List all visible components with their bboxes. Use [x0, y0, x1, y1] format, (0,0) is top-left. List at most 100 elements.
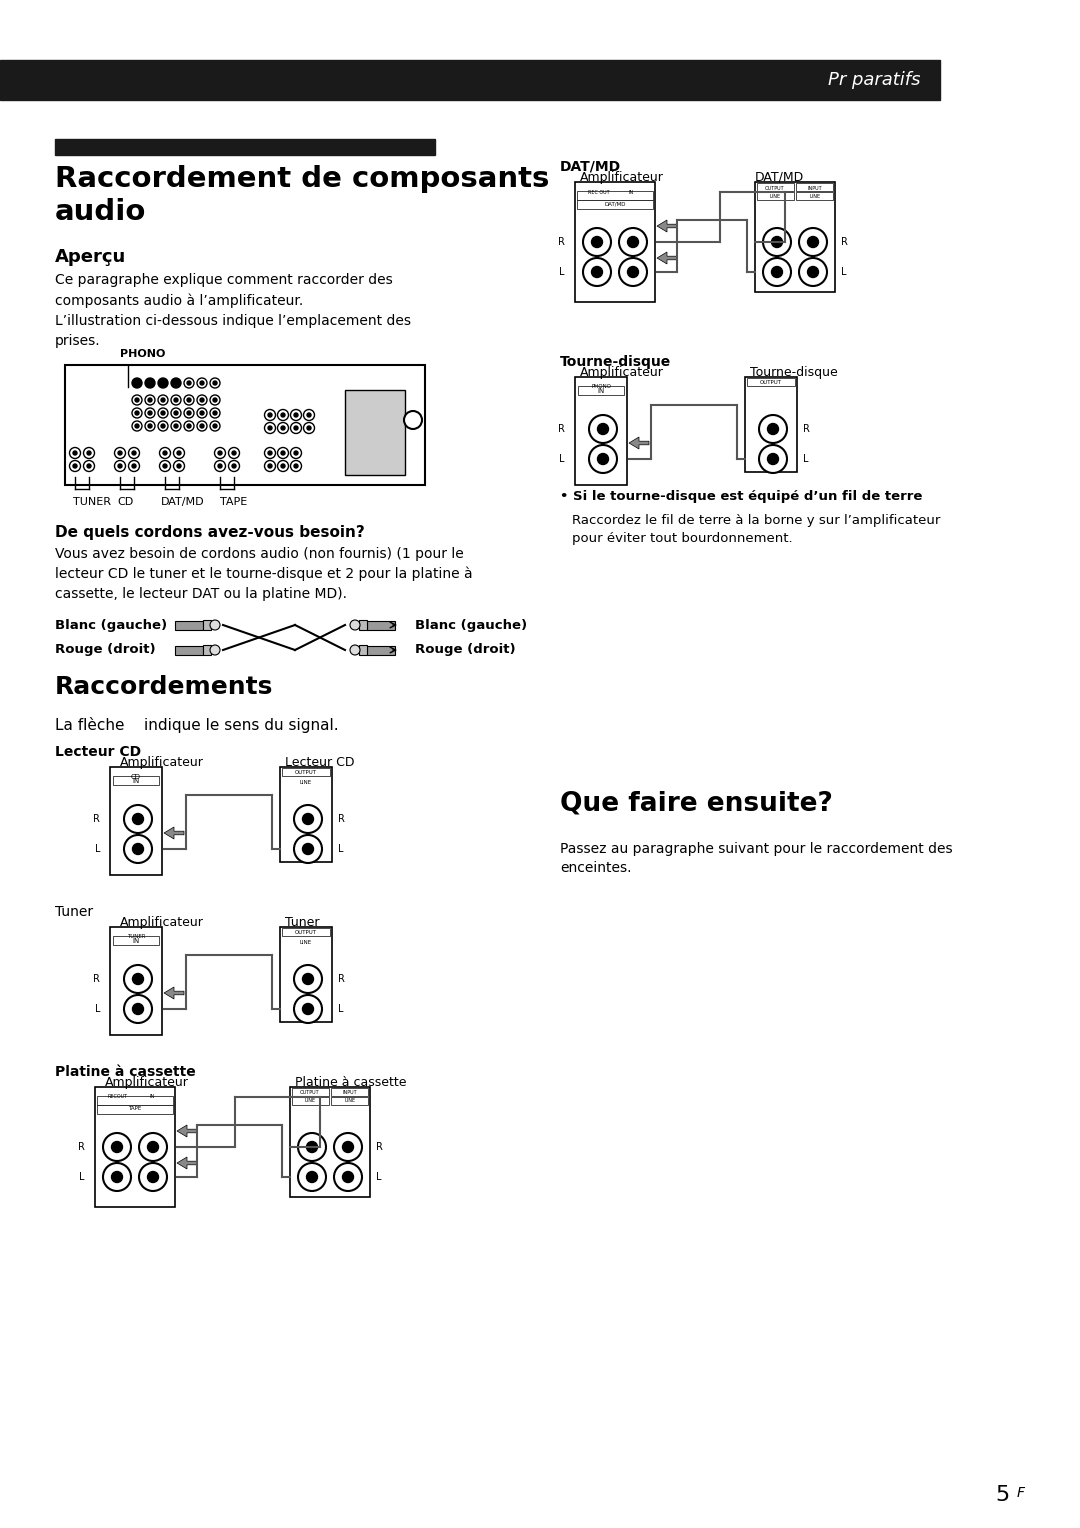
Circle shape — [83, 460, 95, 472]
Circle shape — [184, 377, 194, 388]
Circle shape — [808, 266, 819, 278]
Polygon shape — [657, 252, 677, 264]
Circle shape — [592, 237, 603, 248]
Bar — [367, 620, 395, 630]
Text: OUTPUT: OUTPUT — [300, 1091, 320, 1096]
Text: CD: CD — [117, 497, 133, 507]
Circle shape — [171, 422, 181, 431]
Text: Rouge (droit): Rouge (droit) — [55, 643, 156, 657]
Circle shape — [184, 422, 194, 431]
Circle shape — [69, 460, 81, 472]
Bar — [175, 620, 203, 630]
Circle shape — [148, 397, 152, 402]
Text: IN: IN — [629, 189, 634, 194]
Text: • Si le tourne-disque est équipé d’un fil de terre: • Si le tourne-disque est équipé d’un fi… — [561, 490, 922, 503]
Text: LINE: LINE — [305, 1099, 315, 1103]
Circle shape — [184, 408, 194, 419]
Bar — [578, 387, 624, 396]
Circle shape — [302, 1004, 313, 1015]
Circle shape — [281, 426, 285, 429]
Text: Platine à cassette: Platine à cassette — [295, 1076, 406, 1089]
Bar — [755, 182, 835, 292]
Circle shape — [334, 1132, 362, 1161]
Text: TAPE: TAPE — [129, 1106, 141, 1111]
Circle shape — [268, 413, 272, 417]
Polygon shape — [177, 1157, 197, 1169]
Circle shape — [148, 411, 152, 416]
Circle shape — [133, 973, 144, 984]
Bar — [110, 767, 162, 876]
Text: OUTPUT: OUTPUT — [295, 931, 318, 935]
Circle shape — [342, 1172, 353, 1183]
Text: CD: CD — [131, 775, 141, 779]
Circle shape — [302, 813, 313, 825]
Circle shape — [114, 460, 125, 472]
Text: R: R — [338, 814, 345, 824]
Bar — [97, 1096, 173, 1105]
Circle shape — [265, 448, 275, 458]
Circle shape — [148, 423, 152, 428]
Circle shape — [148, 1141, 159, 1152]
Bar — [113, 776, 159, 785]
Text: TUNER: TUNER — [73, 497, 111, 507]
Circle shape — [177, 451, 181, 455]
Bar — [110, 927, 162, 1034]
Text: R: R — [93, 973, 100, 984]
Text: R: R — [338, 973, 345, 984]
Bar — [745, 377, 797, 472]
Text: IN: IN — [133, 778, 139, 784]
Circle shape — [213, 411, 217, 416]
Circle shape — [278, 460, 288, 472]
Circle shape — [808, 237, 819, 248]
Circle shape — [174, 460, 185, 472]
Circle shape — [281, 413, 285, 417]
Circle shape — [771, 237, 783, 248]
Circle shape — [291, 460, 301, 472]
Circle shape — [161, 423, 165, 428]
Circle shape — [174, 448, 185, 458]
Circle shape — [187, 423, 191, 428]
Bar — [282, 927, 330, 937]
Circle shape — [799, 228, 827, 257]
Circle shape — [124, 805, 152, 833]
Text: REC OUT: REC OUT — [589, 189, 610, 194]
Circle shape — [139, 1132, 167, 1161]
Bar — [292, 1097, 329, 1105]
Circle shape — [291, 410, 301, 420]
Text: Amplificateur: Amplificateur — [120, 915, 204, 929]
Circle shape — [132, 451, 136, 455]
Circle shape — [302, 843, 313, 854]
Text: R: R — [558, 237, 565, 248]
Text: Aperçu: Aperçu — [55, 248, 126, 266]
Text: PHONO: PHONO — [120, 348, 165, 359]
Circle shape — [129, 460, 139, 472]
Circle shape — [291, 448, 301, 458]
Bar — [757, 193, 794, 200]
Polygon shape — [164, 987, 184, 999]
Text: LINE: LINE — [300, 779, 312, 784]
Circle shape — [177, 465, 181, 468]
Bar — [747, 377, 795, 387]
Text: IN: IN — [150, 1094, 156, 1100]
Text: Que faire ensuite?: Que faire ensuite? — [561, 790, 833, 816]
Circle shape — [171, 377, 181, 388]
Circle shape — [124, 966, 152, 993]
Circle shape — [278, 423, 288, 434]
Bar — [345, 390, 405, 475]
Text: Amplificateur: Amplificateur — [580, 367, 664, 379]
Circle shape — [307, 426, 311, 429]
Circle shape — [229, 460, 240, 472]
Circle shape — [213, 423, 217, 428]
Circle shape — [294, 966, 322, 993]
Bar — [113, 937, 159, 944]
Text: INPUT: INPUT — [342, 1091, 357, 1096]
Circle shape — [161, 397, 165, 402]
Bar — [292, 1088, 329, 1096]
Circle shape — [302, 973, 313, 984]
Circle shape — [210, 396, 220, 405]
Circle shape — [210, 422, 220, 431]
Circle shape — [210, 620, 220, 630]
Circle shape — [404, 411, 422, 429]
Circle shape — [307, 1172, 318, 1183]
Circle shape — [298, 1163, 326, 1190]
